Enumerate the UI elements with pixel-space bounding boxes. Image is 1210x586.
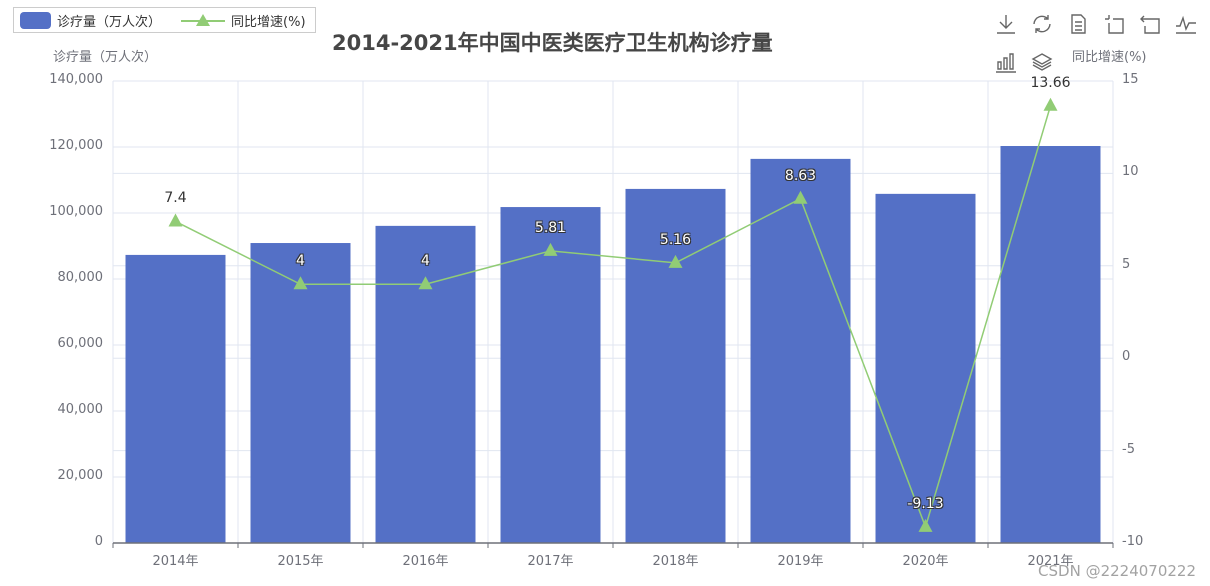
y-right-tick-label: 15 xyxy=(1122,72,1139,87)
y-axis-left-name: 诊疗量（万人次） xyxy=(53,50,158,65)
y-right-tick-label: -5 xyxy=(1122,441,1135,457)
watermark: CSDN @2224070222 xyxy=(1038,562,1196,580)
x-tick-label: 2015年 xyxy=(277,554,324,569)
line-data-label: 13.66 xyxy=(1030,74,1071,91)
zoom-icon[interactable] xyxy=(1102,12,1126,36)
y-tick-label: 140,000 xyxy=(49,72,103,87)
triangle-marker[interactable] xyxy=(293,276,308,290)
triangle-marker[interactable] xyxy=(668,254,683,268)
x-tick-label: 2019年 xyxy=(777,554,824,569)
legend-item-bar[interactable]: 诊疗量（万人次） xyxy=(20,11,161,30)
y-tick-label: 20,000 xyxy=(57,468,104,483)
y-axis-right-name: 同比增速(%) xyxy=(1072,50,1147,65)
bar[interactable] xyxy=(875,193,976,544)
x-tick-label: 2018年 xyxy=(652,554,699,569)
triangle-marker[interactable] xyxy=(418,276,433,290)
bar[interactable] xyxy=(625,188,726,543)
data-view-icon[interactable] xyxy=(1066,12,1090,36)
line-data-label: 4 xyxy=(296,253,305,270)
line-data-label: 5.16 xyxy=(659,231,692,248)
line-data-label: 8.63 xyxy=(784,167,817,184)
chart-title: 2014-2021年中国中医类医疗卫生机构诊疗量 xyxy=(332,31,773,55)
growth-line xyxy=(175,105,1052,530)
line-chart-icon[interactable] xyxy=(1174,12,1198,36)
y-right-tick-label: 5 xyxy=(1122,256,1131,272)
y-tick-label: 120,000 xyxy=(49,138,103,153)
triangle-marker[interactable] xyxy=(1043,97,1058,111)
y-tick-label: 100,000 xyxy=(49,204,103,219)
legend-item-line[interactable]: 同比增速(%) xyxy=(167,11,306,30)
zoom-reset-icon[interactable] xyxy=(1138,12,1162,36)
legend-bar-swatch xyxy=(20,11,51,29)
bar[interactable] xyxy=(750,158,851,543)
y-right-tick-label: -10 xyxy=(1122,534,1144,549)
triangle-marker[interactable] xyxy=(793,190,808,204)
x-tick-label: 2017年 xyxy=(527,554,574,569)
legend-bar-label: 诊疗量（万人次） xyxy=(57,14,162,30)
line-data-label: 7.4 xyxy=(164,190,187,207)
bar[interactable] xyxy=(1000,146,1101,543)
bar[interactable] xyxy=(375,225,476,543)
legend-line-swatch xyxy=(181,14,226,26)
x-tick-label: 2016年 xyxy=(402,554,449,569)
y-tick-label: 60,000 xyxy=(57,336,104,351)
legend: 诊疗量（万人次） 同比增速(%) xyxy=(13,7,316,33)
line-data-label: 4 xyxy=(421,253,430,270)
triangle-marker[interactable] xyxy=(543,242,558,256)
y-tick-label: 0 xyxy=(94,534,103,549)
bar[interactable] xyxy=(125,254,226,543)
legend-line-label: 同比增速(%) xyxy=(231,14,306,30)
x-tick-label: 2021年 xyxy=(1027,554,1074,569)
line-data-label: 5.81 xyxy=(534,219,567,236)
x-tick-label: 2014年 xyxy=(152,554,199,569)
x-tick-label: 2020年 xyxy=(902,554,949,569)
line-data-label: -9.13 xyxy=(907,495,944,512)
y-tick-label: 40,000 xyxy=(57,402,104,417)
refresh-icon[interactable] xyxy=(1030,12,1054,36)
bar-chart-icon[interactable] xyxy=(994,50,1018,74)
bar[interactable] xyxy=(500,207,601,543)
triangle-marker[interactable] xyxy=(918,518,933,532)
stack-icon[interactable] xyxy=(1030,50,1054,74)
triangle-marker[interactable] xyxy=(168,213,183,227)
download-icon[interactable] xyxy=(994,12,1018,36)
bar[interactable] xyxy=(250,243,351,543)
y-right-tick-label: 10 xyxy=(1122,164,1139,180)
y-tick-label: 80,000 xyxy=(57,270,104,285)
y-right-tick-label: 0 xyxy=(1122,349,1131,365)
